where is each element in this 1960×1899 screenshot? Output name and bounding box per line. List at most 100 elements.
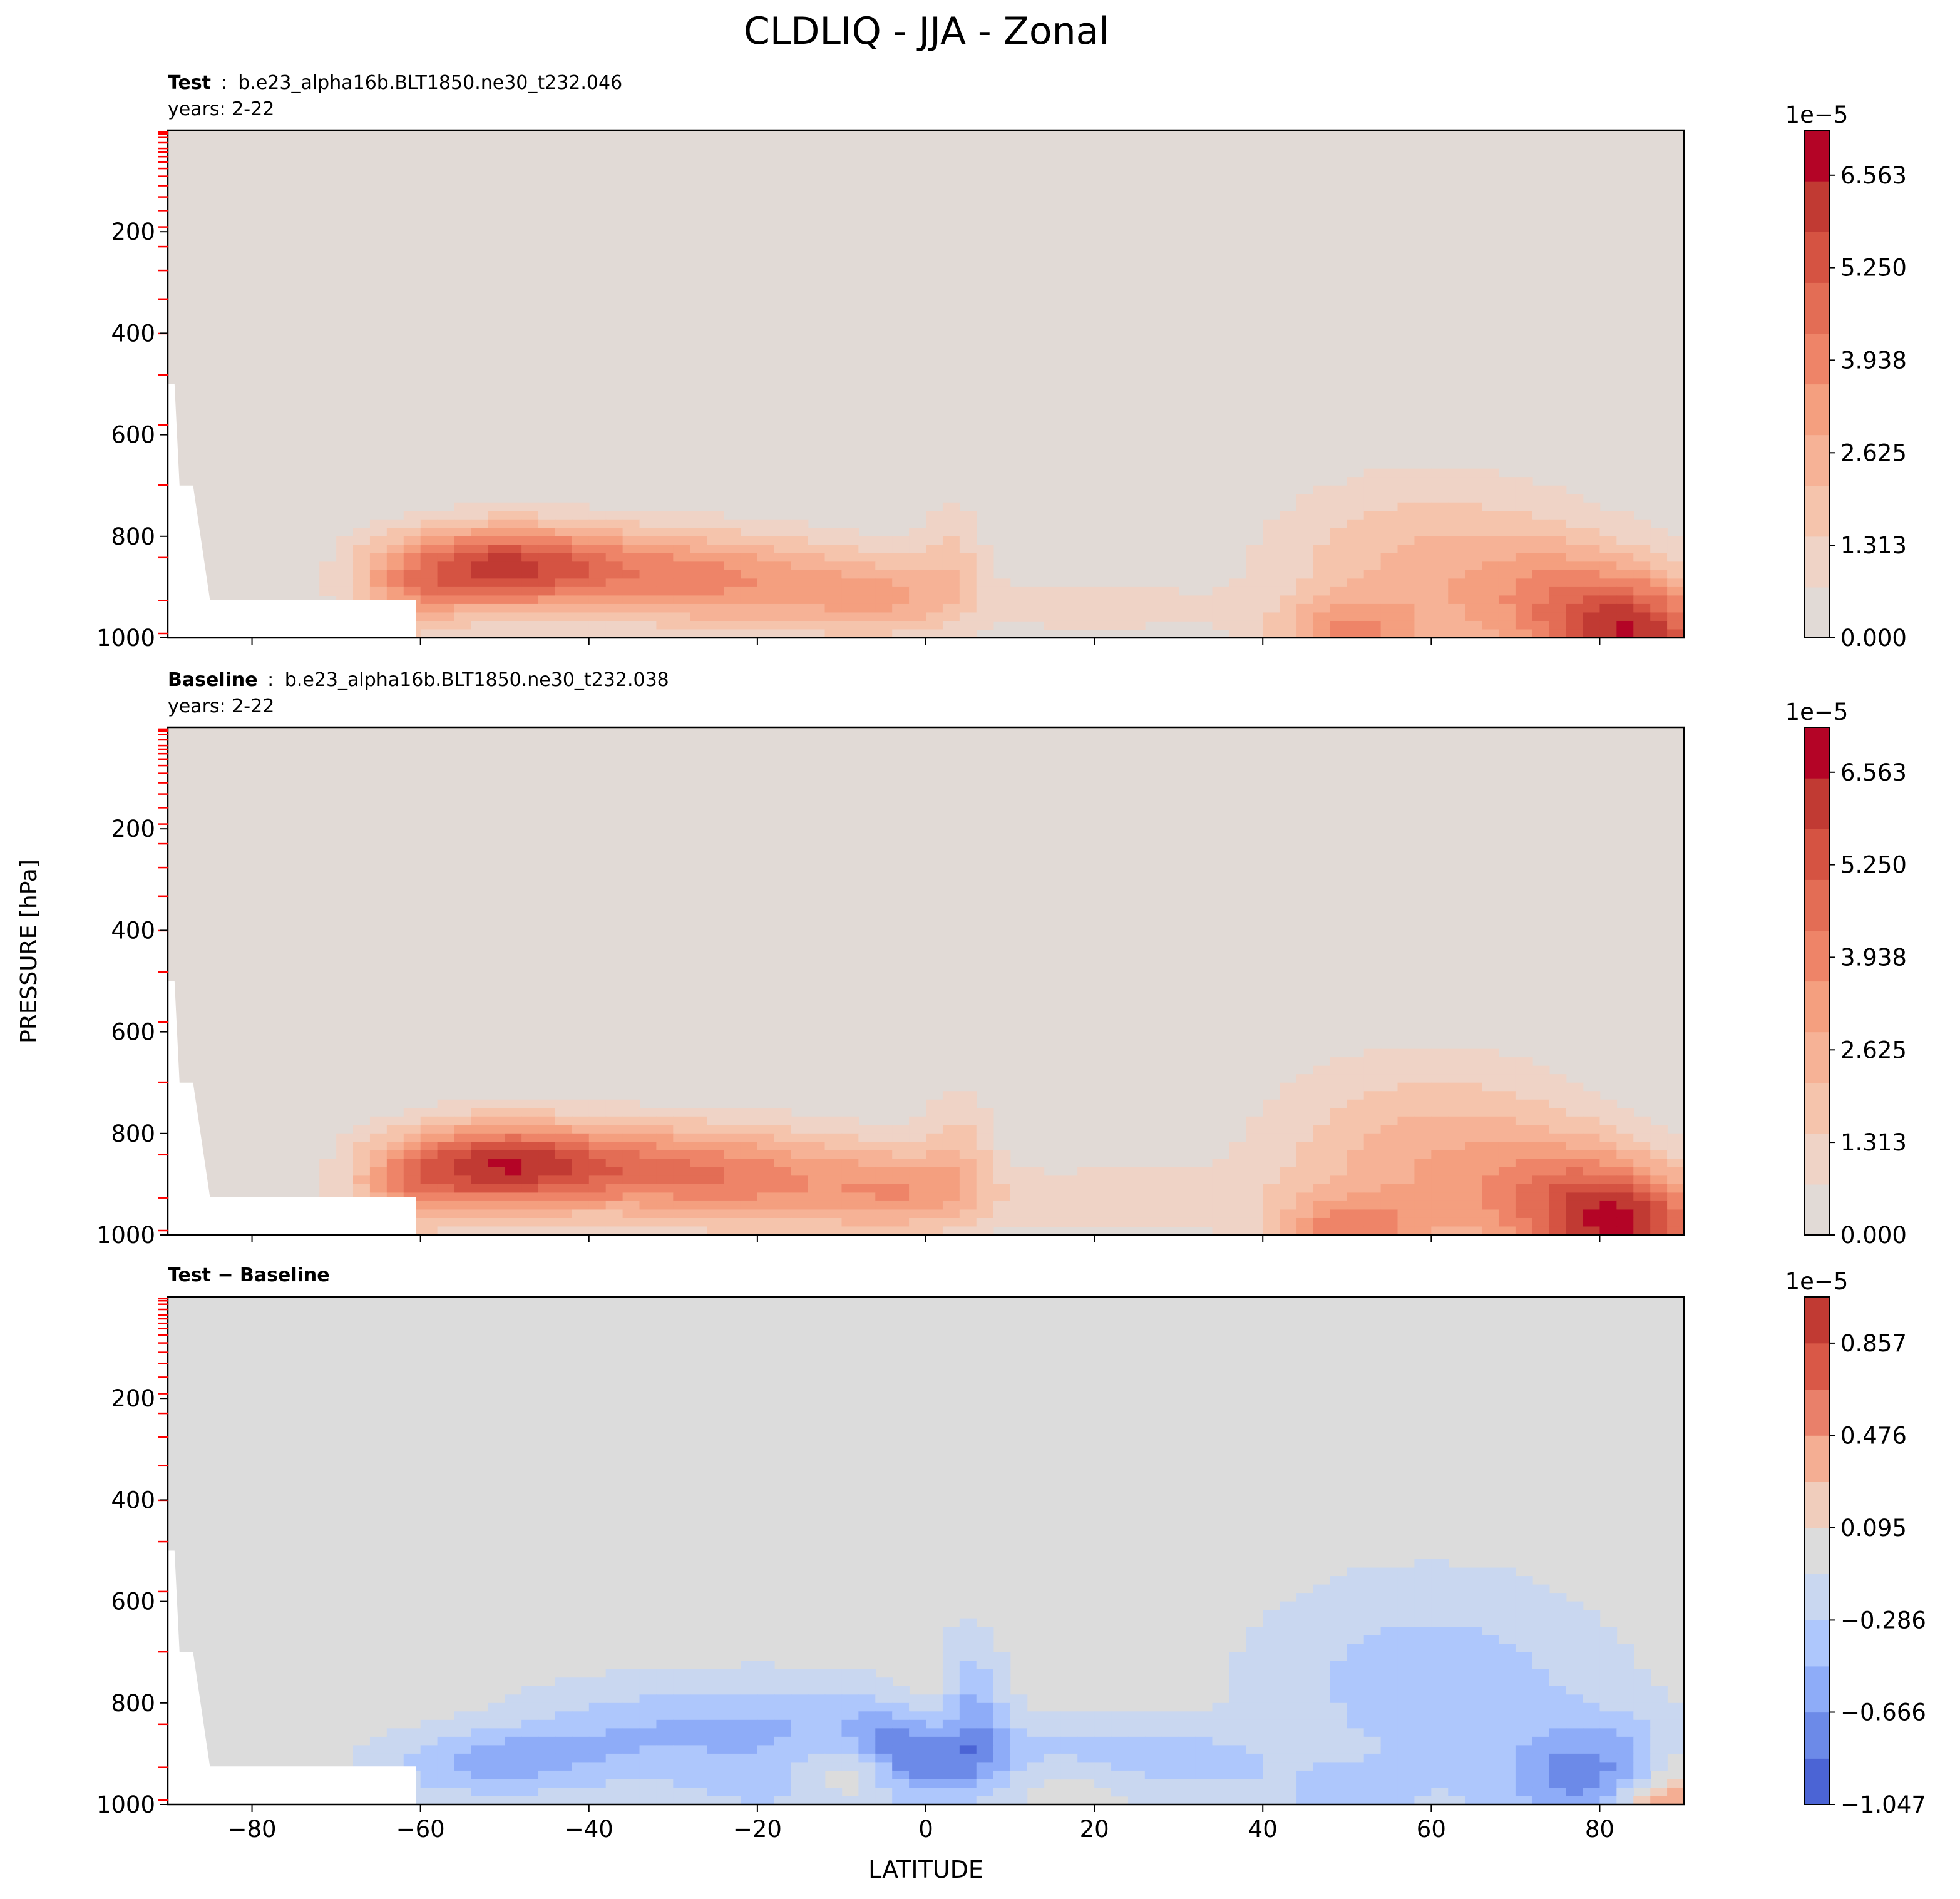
field-cell <box>1397 1167 1415 1177</box>
field-cell <box>1246 561 1264 571</box>
field-cell <box>1296 1770 1314 1780</box>
field-cell <box>488 545 506 554</box>
field-cell <box>1482 553 1499 563</box>
y-tick-label: 800 <box>111 1690 155 1717</box>
field-cell <box>1246 1627 1264 1636</box>
field-cell <box>1448 1753 1465 1763</box>
field-cell <box>1583 528 1601 537</box>
field-cell <box>757 586 775 596</box>
field-cell <box>319 578 337 588</box>
field-cell <box>1650 578 1668 588</box>
panel-difference: Test − Baseline −80 −60 −40 −20 0 20 40 60 80 20… <box>96 1264 1926 1843</box>
field-cell <box>1380 1159 1398 1168</box>
field-cell <box>1498 1677 1516 1687</box>
field-cell <box>942 1661 960 1670</box>
field-cell <box>1363 570 1382 580</box>
field-cell <box>1127 1719 1146 1729</box>
field-cell <box>926 528 943 537</box>
field-cell <box>1482 1669 1499 1679</box>
field-cell <box>690 536 707 546</box>
field-cell <box>1380 1184 1398 1194</box>
field-cell <box>1363 1601 1382 1610</box>
colorbar-tick-label: −0.666 <box>1840 1699 1926 1726</box>
colorbar-segment <box>1804 333 1829 385</box>
field-cell <box>1515 1192 1533 1202</box>
field-cell <box>386 1736 404 1746</box>
field-cell <box>488 1753 506 1763</box>
field-cell <box>1296 1627 1314 1636</box>
field-cell <box>656 536 674 546</box>
field-cell <box>1431 570 1449 580</box>
field-cell <box>1599 1677 1618 1687</box>
field-cell <box>1482 1567 1499 1577</box>
field-cell <box>1330 1584 1348 1594</box>
field-cell <box>1330 1593 1348 1602</box>
field-cell <box>1347 528 1365 537</box>
field-cell <box>1566 1677 1584 1687</box>
field-cell <box>1465 1635 1482 1644</box>
field-cell <box>538 1787 556 1797</box>
field-cell <box>1263 1753 1280 1763</box>
field-cell <box>505 1142 522 1151</box>
field-cell <box>690 1694 707 1704</box>
field-cell <box>1633 561 1651 571</box>
x-tick-labels: −80 −60 −40 −20 0 20 40 60 80 <box>228 1816 1614 1843</box>
field-cell <box>1599 1728 1618 1738</box>
field-cell <box>1482 1584 1499 1594</box>
field-cell <box>1397 1736 1415 1746</box>
field-cell <box>858 1719 876 1729</box>
field-cell <box>1583 1719 1601 1729</box>
field-cell <box>369 1133 387 1143</box>
field-cell <box>959 1116 977 1126</box>
field-cell <box>740 1192 758 1202</box>
field-cell <box>875 1125 893 1134</box>
field-cell <box>1347 1192 1365 1202</box>
field-cell <box>976 1711 994 1721</box>
field-cell <box>808 1184 826 1194</box>
field-cell <box>572 1192 590 1202</box>
contour-field-difference <box>168 1297 1684 1804</box>
antarctica-terrain <box>168 981 416 1235</box>
field-cell <box>1313 1736 1331 1746</box>
field-cell <box>1280 1627 1297 1636</box>
field-cell <box>1431 1217 1449 1227</box>
field-cell <box>1515 511 1533 520</box>
colorbar-tick-label: 2.625 <box>1840 1037 1907 1063</box>
field-cell <box>1263 1728 1280 1738</box>
field-cell <box>1347 1116 1365 1126</box>
field-cell <box>639 1728 657 1738</box>
field-cell <box>993 603 1011 613</box>
field-cell <box>724 1736 741 1746</box>
field-cell <box>555 1125 573 1134</box>
field-cell <box>1414 1686 1432 1696</box>
field-cell <box>1532 1200 1550 1211</box>
field-cell <box>1280 1719 1297 1729</box>
field-cell <box>841 528 859 537</box>
colorbar-segment <box>1804 778 1829 829</box>
field-cell <box>437 1796 455 1804</box>
field-cell <box>505 519 522 529</box>
field-cell <box>841 1762 859 1771</box>
field-cell <box>1178 1762 1196 1771</box>
field-cell <box>1347 1694 1365 1704</box>
colorbar-tick-label: 0.857 <box>1840 1330 1907 1357</box>
field-cell <box>1363 1576 1382 1585</box>
field-cell <box>1532 1184 1550 1194</box>
field-cell <box>707 1669 724 1679</box>
field-cell <box>1044 1175 1062 1185</box>
field-cell <box>1448 536 1465 546</box>
field-cell <box>808 561 826 571</box>
field-cell <box>1010 1209 1028 1219</box>
field-cell <box>471 1736 489 1746</box>
field-cell <box>959 1661 977 1670</box>
field-cell <box>858 561 876 571</box>
field-cell <box>1515 1593 1533 1602</box>
field-cell <box>926 1753 943 1763</box>
field-cell <box>892 1753 910 1763</box>
field-cell <box>353 1753 371 1763</box>
field-cell <box>1094 1745 1112 1754</box>
field-cell <box>1044 603 1062 613</box>
field-cell <box>774 1694 792 1704</box>
field-cell <box>505 1787 522 1797</box>
field-cell <box>909 1184 926 1194</box>
